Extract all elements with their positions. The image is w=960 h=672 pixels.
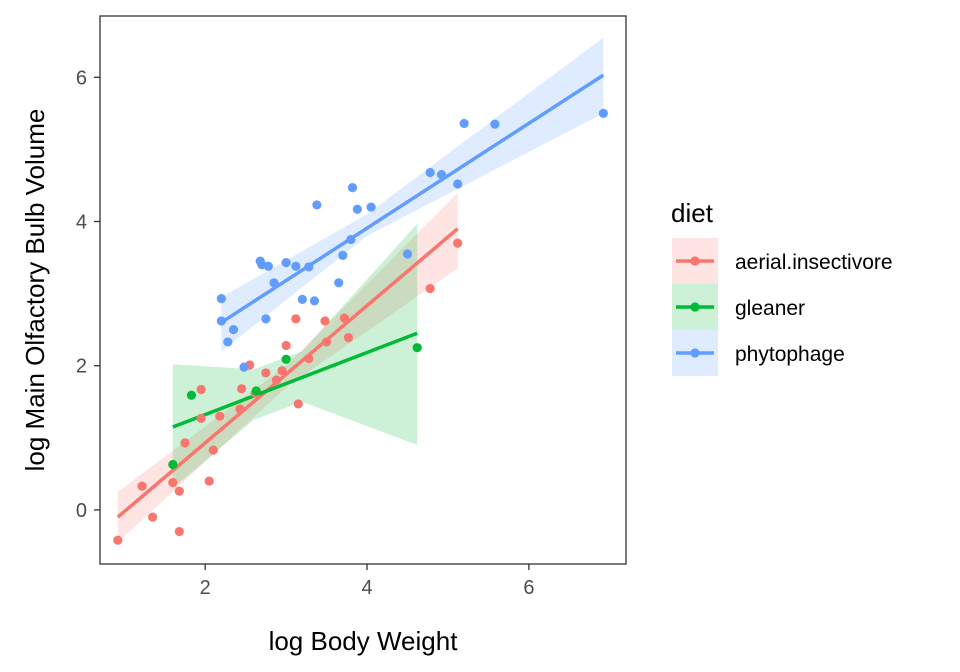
legend-key-point	[690, 348, 700, 358]
data-point	[148, 512, 158, 522]
fit-line-1	[172, 331, 418, 429]
confidence-bands	[117, 37, 604, 543]
data-point	[297, 294, 307, 304]
data-point	[343, 332, 354, 343]
data-point	[412, 343, 422, 353]
data-point	[402, 249, 413, 259]
y-tick-label: 6	[76, 67, 87, 89]
data-point	[174, 526, 184, 537]
data-point	[228, 325, 239, 335]
data-point	[490, 119, 500, 129]
legend-title: diet	[671, 198, 714, 228]
y-tick-label: 4	[76, 212, 87, 234]
x-tick-label: 2	[200, 577, 211, 599]
data-point	[168, 459, 178, 470]
data-point	[304, 262, 314, 272]
data-point	[309, 296, 320, 306]
data-point	[291, 261, 301, 271]
data-point	[320, 316, 330, 326]
legend-label: aerial.insectivore	[735, 251, 893, 274]
data-point	[113, 535, 123, 545]
data-point	[453, 238, 463, 248]
data-point	[293, 399, 303, 409]
data-point	[436, 170, 447, 180]
data-point	[459, 118, 469, 129]
fit-line-0	[116, 227, 459, 519]
confidence-band-2	[221, 37, 604, 352]
legend-label: phytophage	[735, 343, 845, 366]
plot-panel	[99, 15, 627, 565]
data-point	[263, 261, 273, 271]
confidence-band-0	[117, 192, 458, 543]
fit-line-2	[220, 73, 605, 324]
data-point	[186, 390, 197, 400]
data-point	[346, 234, 356, 245]
data-point	[168, 477, 178, 488]
data-point	[137, 481, 147, 491]
data-point	[204, 476, 214, 486]
data-point	[338, 250, 348, 260]
x-tick-label: 4	[361, 577, 372, 599]
confidence-band-1	[172, 223, 418, 489]
x-tick-label: 6	[523, 577, 534, 599]
x-axis-ticks: 2 4 6	[200, 564, 534, 599]
data-point	[261, 368, 271, 378]
legend-items: aerial.insectivore gleaner phytophage	[672, 238, 893, 376]
data-point	[347, 183, 358, 193]
y-tick-label: 0	[76, 500, 87, 522]
data-point	[281, 340, 291, 351]
legend: diet aerial.insectivore gleaner phytophage	[671, 198, 893, 376]
data-point	[453, 179, 463, 189]
data-point	[352, 204, 362, 214]
data-point	[208, 445, 218, 455]
data-point	[196, 384, 206, 395]
data-point	[196, 413, 206, 423]
y-tick-label: 2	[76, 356, 87, 378]
data-point	[339, 313, 349, 323]
y-axis-title: log Main Olfactory Bulb Volume	[20, 109, 50, 472]
y-axis-ticks: 0 2 4 6	[76, 67, 100, 522]
data-point	[425, 167, 435, 178]
data-point	[598, 108, 608, 118]
data-point	[312, 200, 322, 210]
data-point	[281, 354, 291, 364]
data-point	[216, 316, 226, 326]
fit-lines	[116, 73, 605, 519]
data-point	[174, 486, 184, 496]
panel-border	[99, 15, 627, 565]
data-points	[113, 108, 608, 545]
data-point	[261, 314, 271, 324]
data-point	[180, 438, 190, 448]
data-point	[223, 337, 233, 347]
data-point	[239, 362, 249, 372]
data-point	[216, 294, 226, 304]
data-point	[334, 278, 344, 288]
data-point	[251, 386, 261, 396]
data-point	[235, 404, 245, 414]
data-point	[321, 337, 332, 347]
x-axis-title: log Body Weight	[269, 626, 459, 656]
data-point	[425, 283, 435, 294]
data-point	[277, 366, 287, 376]
data-point	[215, 411, 225, 421]
data-point	[269, 278, 279, 288]
data-point	[271, 375, 282, 385]
data-point	[366, 202, 376, 212]
legend-label: gleaner	[735, 297, 805, 320]
legend-key-point	[690, 302, 700, 312]
data-point	[281, 258, 291, 268]
data-point	[237, 384, 247, 394]
data-point	[291, 314, 301, 324]
legend-key-point	[690, 256, 700, 266]
data-point	[304, 353, 314, 364]
